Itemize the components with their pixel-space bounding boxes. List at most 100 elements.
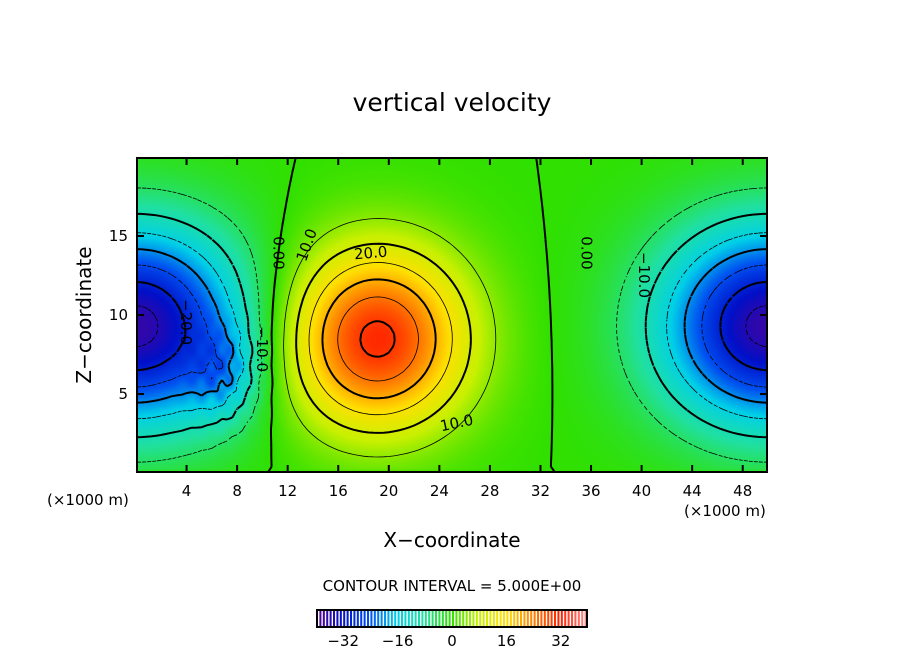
colorbar-swatch [571, 609, 574, 628]
contour-level [283, 218, 497, 458]
colorbar-tick-label: 32 [551, 632, 571, 650]
colorbar-swatch [503, 609, 506, 628]
colorbar-swatch [584, 609, 587, 628]
contour-level [308, 262, 453, 416]
colorbar-swatch [516, 609, 519, 628]
colorbar-swatch [394, 609, 397, 628]
colorbar-swatch [567, 609, 570, 628]
colorbar-swatch [329, 609, 332, 628]
colorbar-swatch [472, 609, 475, 628]
y-tick-label: 10 [108, 306, 128, 324]
colorbar-swatch [414, 609, 417, 628]
colorbar-swatch [387, 609, 390, 628]
colorbar-swatch [489, 609, 492, 628]
contour-level [359, 320, 396, 358]
colorbar-swatch [560, 609, 563, 628]
contour-label: 0.00 [577, 236, 596, 270]
colorbar-swatch [370, 609, 373, 628]
colorbar-swatch [475, 609, 478, 628]
x-tick-label: 36 [581, 482, 601, 500]
contour-label: −10.0 [634, 252, 653, 298]
colorbar-swatch [564, 609, 567, 628]
contour-label: 20.0 [353, 242, 389, 264]
contour-level [136, 281, 768, 372]
colorbar-swatch [482, 609, 485, 628]
colorbar-swatch [526, 609, 529, 628]
colorbar-swatch [557, 609, 560, 628]
colorbar-swatch [499, 609, 502, 628]
contour-level [136, 232, 768, 420]
colorbar-swatch [533, 609, 536, 628]
colorbar-swatch [452, 609, 455, 628]
colorbar-swatch [326, 609, 329, 628]
colorbar-swatch [441, 609, 444, 628]
colorbar [316, 609, 588, 628]
x-tick-label: 20 [379, 482, 399, 500]
colorbar-swatch [554, 609, 557, 628]
colorbar-swatch [435, 609, 438, 628]
contour-label: 0.00 [269, 236, 288, 270]
x-tick-label: 48 [733, 482, 753, 500]
colorbar-swatch [540, 609, 543, 628]
colorbar-tick-label: −32 [327, 632, 360, 650]
x-tick-label: 24 [429, 482, 449, 500]
colorbar-swatch [506, 609, 509, 628]
colorbar-swatch [428, 609, 431, 628]
contour-level [337, 296, 419, 382]
colorbar-swatch [574, 609, 577, 628]
x-unit-label-left: (×1000 m) [47, 491, 129, 509]
colorbar-swatch [346, 609, 349, 628]
colorbar-swatch [537, 609, 540, 628]
colorbar-swatch [401, 609, 404, 628]
contour-label: −10.0 [252, 326, 271, 372]
colorbar-swatch [455, 609, 458, 628]
x-axis-label: X−coordinate [383, 528, 521, 552]
colorbar-swatch [543, 609, 546, 628]
colorbar-swatch [577, 609, 580, 628]
contour-interval-label: CONTOUR INTERVAL = 5.000E+00 [322, 577, 582, 595]
x-tick-label: 40 [632, 482, 652, 500]
colorbar-swatch [404, 609, 407, 628]
colorbar-swatch [431, 609, 434, 628]
contour-level [136, 157, 768, 473]
x-tick-label: 28 [480, 482, 500, 500]
x-tick-label: 4 [181, 482, 192, 500]
x-tick-label: 8 [232, 482, 242, 500]
colorbar-swatch [319, 609, 322, 628]
colorbar-swatch [343, 609, 346, 628]
contour-level [136, 187, 768, 463]
colorbar-swatch [581, 609, 584, 628]
colorbar-swatch [462, 609, 465, 628]
y-tick-label: 15 [108, 227, 128, 245]
x-tick-label: 16 [328, 482, 348, 500]
contour-level [295, 242, 472, 434]
contour-level [136, 264, 768, 388]
colorbar-swatch [333, 609, 336, 628]
colorbar-swatch [336, 609, 339, 628]
colorbar-swatch [479, 609, 482, 628]
colorbar-swatch [523, 609, 526, 628]
colorbar-swatch [418, 609, 421, 628]
colorbar-swatch [492, 609, 495, 628]
colorbar-swatch [350, 609, 353, 628]
colorbar-swatch [377, 609, 380, 628]
colorbar-frame [316, 609, 588, 628]
colorbar-swatch [407, 609, 410, 628]
colorbar-swatch [397, 609, 400, 628]
colorbar-swatch [547, 609, 550, 628]
plot-area [136, 157, 768, 473]
colorbar-swatch [513, 609, 516, 628]
x-unit-label-right: (×1000 m) [684, 502, 766, 520]
colorbar-swatch [411, 609, 414, 628]
colorbar-swatch [509, 609, 512, 628]
colorbar-swatch [448, 609, 451, 628]
colorbar-swatch [353, 609, 356, 628]
colorbar-swatch [322, 609, 325, 628]
colorbar-swatch [339, 609, 342, 628]
colorbar-tick-label: −16 [381, 632, 414, 650]
colorbar-swatch [390, 609, 393, 628]
x-tick-label: 44 [682, 482, 702, 500]
velocity-field [136, 157, 768, 473]
colorbar-swatch [445, 609, 448, 628]
